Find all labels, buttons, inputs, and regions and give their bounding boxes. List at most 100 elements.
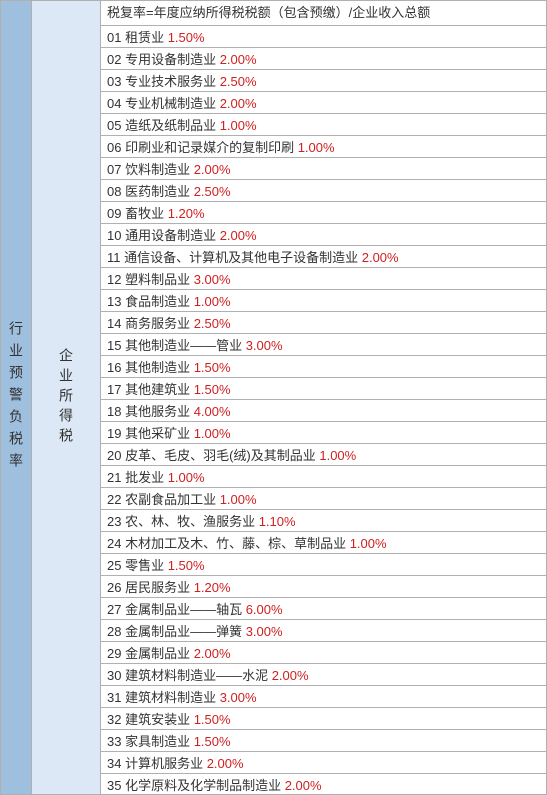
table-row: 17 其他建筑业 1.50%: [100, 377, 547, 399]
row-number: 22: [107, 492, 125, 507]
row-number: 25: [107, 558, 125, 573]
industry-name: 专业技术服务业: [125, 74, 220, 89]
industry-name: 金属制品业: [125, 646, 194, 661]
tax-rate: 2.50%: [194, 184, 231, 199]
row-number: 01: [107, 30, 125, 45]
tax-rate: 1.20%: [168, 206, 205, 221]
tax-rate: 2.00%: [194, 162, 231, 177]
tax-rate: 1.00%: [220, 118, 257, 133]
industry-name: 农副食品加工业: [125, 492, 220, 507]
row-number: 15: [107, 338, 125, 353]
tax-rate: 1.00%: [194, 294, 231, 309]
industry-name: 造纸及纸制品业: [125, 118, 220, 133]
tax-rate: 1.10%: [259, 514, 296, 529]
row-number: 27: [107, 602, 125, 617]
tax-rate: 1.50%: [194, 712, 231, 727]
formula-row: 税复率=年度应纳所得税税额（包含预缴）/企业收入总额: [100, 0, 547, 25]
row-number: 05: [107, 118, 125, 133]
formula-text: 税复率=年度应纳所得税税额（包含预缴）/企业收入总额: [107, 5, 430, 20]
industry-name: 家具制造业: [125, 734, 194, 749]
table-row: 26 居民服务业 1.20%: [100, 575, 547, 597]
industry-name: 饮料制造业: [125, 162, 194, 177]
table-row: 18 其他服务业 4.00%: [100, 399, 547, 421]
row-number: 29: [107, 646, 125, 661]
industry-name: 化学原料及化学制品制造业: [125, 778, 285, 793]
data-column: 税复率=年度应纳所得税税额（包含预缴）/企业收入总额 01 租赁业 1.50%0…: [100, 0, 547, 795]
tax-rate: 1.00%: [194, 426, 231, 441]
tax-rate: 1.50%: [194, 734, 231, 749]
table-row: 24 木材加工及木、竹、藤、棕、草制品业 1.00%: [100, 531, 547, 553]
tax-rate: 2.00%: [220, 52, 257, 67]
tax-rate: 1.00%: [220, 492, 257, 507]
rows-container: 01 租赁业 1.50%02 专用设备制造业 2.00%03 专业技术服务业 2…: [100, 25, 547, 795]
table-row: 33 家具制造业 1.50%: [100, 729, 547, 751]
industry-name: 金属制品业——轴瓦: [125, 602, 246, 617]
tax-rate: 3.00%: [246, 338, 283, 353]
tax-rate: 1.50%: [168, 558, 205, 573]
tax-rate: 2.00%: [207, 756, 244, 771]
industry-name: 专业机械制造业: [125, 96, 220, 111]
table-row: 34 计算机服务业 2.00%: [100, 751, 547, 773]
table-row: 02 专用设备制造业 2.00%: [100, 47, 547, 69]
industry-name: 畜牧业: [125, 206, 168, 221]
row-number: 34: [107, 756, 125, 771]
tax-rate: 1.50%: [194, 382, 231, 397]
industry-name: 居民服务业: [125, 580, 194, 595]
row-number: 19: [107, 426, 125, 441]
row-number: 31: [107, 690, 125, 705]
industry-name: 皮革、毛皮、羽毛(绒)及其制品业: [125, 448, 319, 463]
table-row: 09 畜牧业 1.20%: [100, 201, 547, 223]
row-number: 26: [107, 580, 125, 595]
industry-name: 食品制造业: [125, 294, 194, 309]
tax-rate: 2.00%: [220, 96, 257, 111]
industry-name: 建筑安装业: [125, 712, 194, 727]
industry-name: 农、林、牧、渔服务业: [125, 514, 259, 529]
industry-name: 通信设备、计算机及其他电子设备制造业: [124, 250, 362, 265]
industry-name: 零售业: [125, 558, 168, 573]
table-row: 05 造纸及纸制品业 1.00%: [100, 113, 547, 135]
industry-name: 计算机服务业: [125, 756, 207, 771]
table-row: 11 通信设备、计算机及其他电子设备制造业 2.00%: [100, 245, 547, 267]
row-number: 17: [107, 382, 125, 397]
left-vertical-label: 行业预警负税率: [6, 321, 26, 475]
table-row: 21 批发业 1.00%: [100, 465, 547, 487]
row-number: 28: [107, 624, 125, 639]
table-row: 03 专业技术服务业 2.50%: [100, 69, 547, 91]
tax-rate: 1.50%: [194, 360, 231, 375]
table-row: 31 建筑材料制造业 3.00%: [100, 685, 547, 707]
industry-name: 其他采矿业: [125, 426, 194, 441]
table-row: 32 建筑安装业 1.50%: [100, 707, 547, 729]
table-row: 12 塑料制品业 3.00%: [100, 267, 547, 289]
industry-name: 租赁业: [125, 30, 168, 45]
row-number: 21: [107, 470, 125, 485]
tax-rate: 3.00%: [246, 624, 283, 639]
table-row: 28 金属制品业——弹簧 3.00%: [100, 619, 547, 641]
row-number: 20: [107, 448, 125, 463]
row-number: 13: [107, 294, 125, 309]
table-row: 01 租赁业 1.50%: [100, 25, 547, 47]
row-number: 09: [107, 206, 125, 221]
tax-rate: 3.00%: [220, 690, 257, 705]
tax-rate: 1.50%: [168, 30, 205, 45]
tax-rate: 2.00%: [272, 668, 309, 683]
industry-name: 建筑材料制造业——水泥: [125, 668, 272, 683]
category-header-mid: 企业所得税: [32, 0, 100, 795]
table-row: 23 农、林、牧、渔服务业 1.10%: [100, 509, 547, 531]
row-number: 07: [107, 162, 125, 177]
table-row: 16 其他制造业 1.50%: [100, 355, 547, 377]
row-number: 35: [107, 778, 125, 793]
table-row: 29 金属制品业 2.00%: [100, 641, 547, 663]
industry-name: 塑料制品业: [125, 272, 194, 287]
table-row: 20 皮革、毛皮、羽毛(绒)及其制品业 1.00%: [100, 443, 547, 465]
industry-name: 建筑材料制造业: [125, 690, 220, 705]
tax-rate: 1.20%: [194, 580, 231, 595]
row-number: 04: [107, 96, 125, 111]
table-row: 25 零售业 1.50%: [100, 553, 547, 575]
row-number: 06: [107, 140, 125, 155]
table-row: 27 金属制品业——轴瓦 6.00%: [100, 597, 547, 619]
industry-name: 其他制造业——管业: [125, 338, 246, 353]
category-header-left: 行业预警负税率: [0, 0, 32, 795]
tax-rate: 2.00%: [220, 228, 257, 243]
row-number: 24: [107, 536, 125, 551]
industry-name: 其他服务业: [125, 404, 194, 419]
